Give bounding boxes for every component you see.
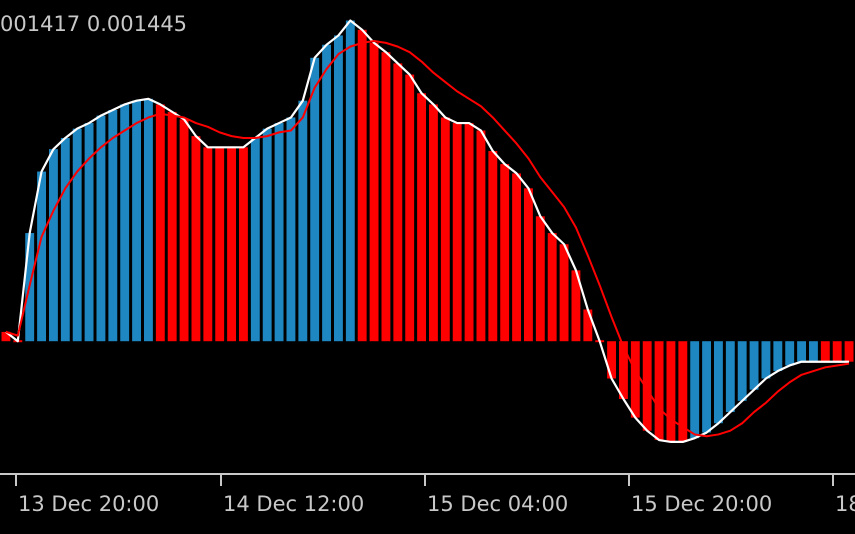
- histogram-bars: [1, 20, 854, 442]
- histogram-bar: [559, 244, 569, 342]
- histogram-bar: [203, 147, 213, 342]
- histogram-bar: [322, 44, 332, 342]
- histogram-bar: [239, 147, 248, 342]
- histogram-bar: [179, 119, 189, 342]
- histogram-bar: [132, 100, 142, 342]
- histogram-bar: [488, 151, 498, 342]
- histogram-bar: [535, 216, 545, 342]
- x-tick-label: 15 Dec 04:00: [427, 492, 568, 516]
- histogram-bar: [310, 57, 320, 342]
- histogram-bar: [464, 123, 474, 342]
- histogram-bar: [749, 341, 759, 390]
- histogram-bar: [369, 42, 379, 342]
- histogram-bar: [654, 341, 664, 441]
- histogram-bar: [607, 341, 617, 379]
- x-tick-label: 14 Dec 12:00: [223, 492, 364, 516]
- histogram-outline-line: [5, 19, 850, 443]
- histogram-bar: [60, 137, 70, 342]
- histogram-bar: [678, 341, 688, 442]
- histogram-bar: [630, 341, 640, 418]
- histogram-bar: [844, 341, 854, 362]
- histogram-bar: [690, 341, 700, 439]
- histogram-bar: [820, 341, 830, 362]
- x-tick-label: 13 Dec 20:00: [18, 492, 159, 516]
- histogram-bar: [72, 128, 82, 342]
- histogram-bar: [250, 137, 260, 342]
- histogram-bar: [191, 136, 201, 342]
- histogram-bar: [393, 63, 403, 342]
- histogram-bar: [417, 93, 427, 342]
- signal-line: [5, 40, 850, 438]
- histogram-bar: [120, 104, 130, 342]
- histogram-bar: [761, 341, 771, 379]
- histogram-bar: [167, 111, 177, 342]
- histogram-bar: [547, 233, 557, 342]
- indicator-values-label: 001417 0.001445: [0, 12, 188, 36]
- histogram-bar: [714, 341, 723, 424]
- histogram-bar: [666, 341, 676, 442]
- histogram-bar: [619, 341, 628, 400]
- histogram-bar: [96, 115, 106, 342]
- histogram-bar: [440, 117, 450, 342]
- x-tick-label: 15 Dec 20:00: [631, 492, 772, 516]
- histogram-bar: [642, 341, 652, 431]
- histogram-bar: [262, 128, 272, 342]
- histogram-bar: [227, 147, 237, 342]
- histogram-bar: [155, 104, 165, 342]
- histogram-bar: [785, 341, 795, 366]
- histogram-bar: [144, 98, 153, 342]
- histogram-bar: [286, 117, 296, 342]
- histogram-bar: [298, 100, 308, 342]
- histogram-bar: [215, 147, 225, 342]
- histogram-bar: [500, 164, 510, 342]
- histogram-bar: [381, 52, 391, 342]
- histogram-bar: [797, 341, 807, 362]
- histogram-bar: [571, 270, 581, 342]
- indicator-lines: [5, 19, 850, 443]
- histogram-bar: [357, 29, 367, 342]
- histogram-bar: [737, 341, 747, 401]
- histogram-bar: [274, 123, 284, 342]
- histogram-bar: [108, 110, 118, 342]
- x-tick-label: 18: [835, 492, 855, 516]
- histogram-bar: [334, 35, 343, 342]
- histogram-bar: [702, 341, 712, 433]
- histogram-bar: [583, 309, 593, 342]
- histogram-bar: [429, 104, 438, 342]
- histogram-bar: [1, 331, 11, 342]
- histogram-bar: [476, 130, 486, 342]
- histogram-bar: [49, 149, 58, 342]
- histogram-bar: [725, 341, 735, 413]
- histogram-bar: [84, 123, 94, 342]
- histogram-bar: [345, 20, 355, 342]
- histogram-bar: [524, 188, 533, 342]
- histogram-bar: [809, 341, 818, 362]
- histogram-bar: [512, 173, 522, 342]
- histogram-bar: [773, 341, 783, 372]
- histogram-bar: [832, 341, 842, 362]
- histogram-bar: [452, 123, 462, 342]
- histogram-bar: [405, 74, 415, 342]
- histogram-bar: [37, 171, 47, 342]
- time-axis: 13 Dec 20:00 14 Dec 12:00 15 Dec 04:00 15 D…: [0, 473, 855, 516]
